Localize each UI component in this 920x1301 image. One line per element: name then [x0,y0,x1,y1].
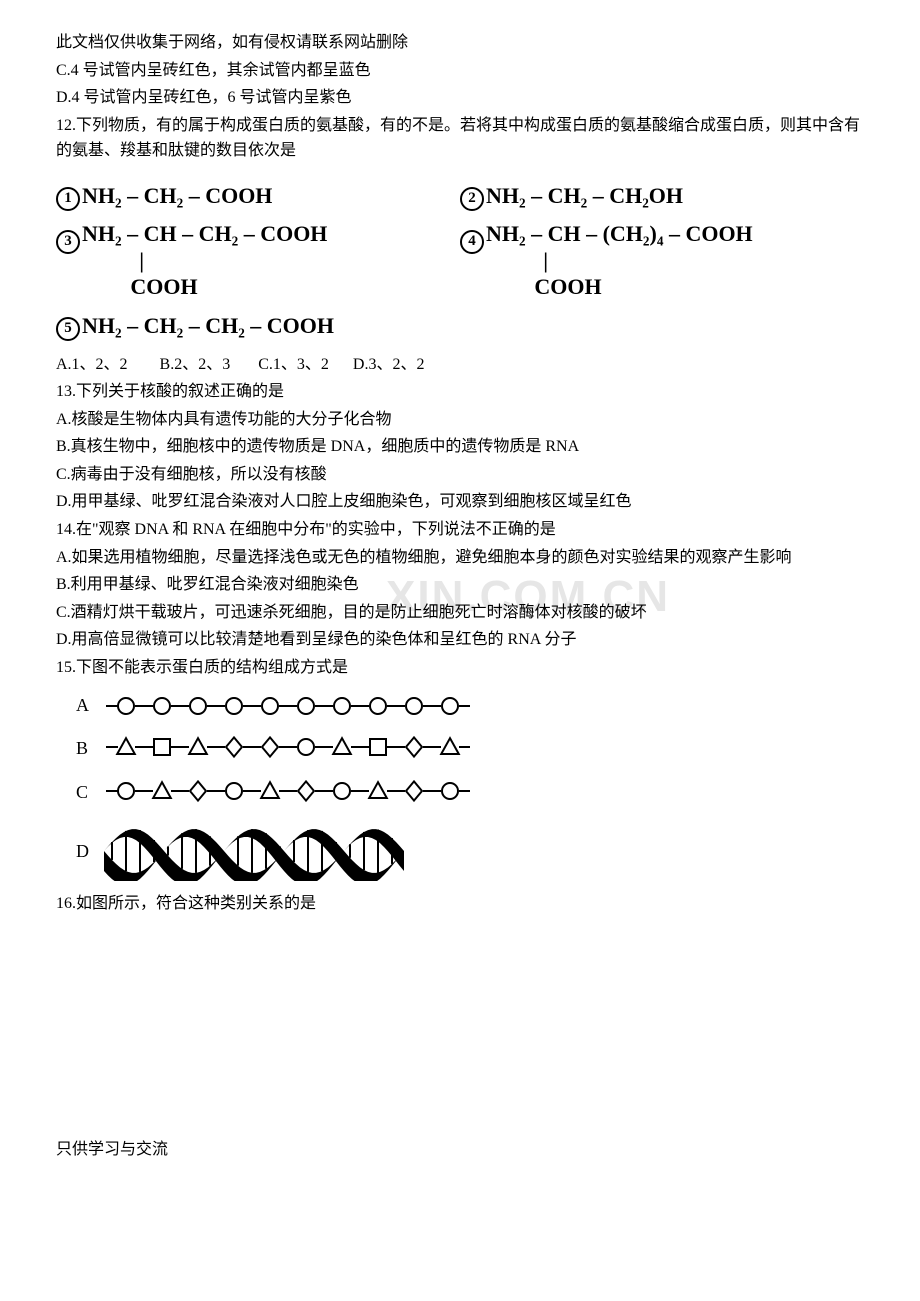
formula-3-top: NH₂ – CH – CH₂ – COOH [82,221,327,247]
formula-2: 2NH₂ – CH₂ – CH₂OH [460,178,864,213]
circled-2-icon: 2 [460,187,484,211]
q13-option-d: D.用甲基绿、吡罗红混合染液对人口腔上皮细胞染色，可观察到细胞核区域呈红色 [56,489,864,515]
chain-a-icon [104,692,484,718]
q16-stem: 16.如图所示，符合这种类别关系的是 [56,891,864,917]
q11-option-c: C.4 号试管内呈砖红色，其余试管内都呈蓝色 [56,58,864,84]
chain-c-icon [104,777,484,807]
q14-stem: 14.在"观察 DNA 和 RNA 在细胞中分布"的实验中，下列说法不正确的是 [56,517,864,543]
q15-stem: 15.下图不能表示蛋白质的结构组成方式是 [56,655,864,681]
q12-stem: 12.下列物质，有的属于构成蛋白质的氨基酸，有的不是。若将其中构成蛋白质的氨基酸… [56,113,864,164]
circled-3-icon: 3 [56,230,80,254]
formula-3: 3 NH₂ – CH – CH₂ – COOH | COOH [56,221,460,300]
circled-5-icon: 5 [56,317,80,341]
q11-option-d: D.4 号试管内呈砖红色，6 号试管内呈紫色 [56,85,864,111]
q14-option-a: A.如果选用植物细胞，尽量选择浅色或无色的植物细胞，避免细胞本身的颜色对实验结果… [56,545,864,571]
q15-row-c: C [76,777,864,807]
formula-5: 5NH₂ – CH₂ – CH₂ – COOH [56,308,460,343]
formula-2-text: NH₂ – CH₂ – CH₂OH [486,183,683,208]
q13-option-c: C.病毒由于没有细胞核，所以没有核酸 [56,462,864,488]
circled-4-icon: 4 [460,230,484,254]
q15-row-d: D [76,821,864,881]
formula-3-bot: COOH [130,274,327,300]
q14-option-d: D.用高倍显微镜可以比较清楚地看到呈绿色的染色体和呈红色的 RNA 分子 [56,627,864,653]
chain-b-icon [104,733,484,763]
footer-note: 只供学习与交流 [56,1137,864,1163]
q13-option-a: A.核酸是生物体内具有遗传功能的大分子化合物 [56,407,864,433]
q15-label-b: B [76,734,104,763]
q15-row-a: A [76,691,864,720]
q15-label-c: C [76,778,104,807]
helix-d-icon [104,821,404,881]
circled-1-icon: 1 [56,187,80,211]
q15-label-a: A [76,691,104,720]
q14-option-c: C.酒精灯烘干载玻片，可迅速杀死细胞，目的是防止细胞死亡时溶酶体对核酸的破坏 [56,600,864,626]
q15-label-d: D [76,837,104,866]
q12-formula-block: 1NH₂ – CH₂ – COOH 2NH₂ – CH₂ – CH₂OH 3 N… [56,178,864,344]
formula-4-top: NH₂ – CH – (CH₂)₄ – COOH [486,221,753,247]
header-note: 此文档仅供收集于网络，如有侵权请联系网站删除 [56,30,864,56]
q13-stem: 13.下列关于核酸的叙述正确的是 [56,379,864,405]
formula-1-text: NH₂ – CH₂ – COOH [82,183,272,208]
q13-option-b: B.真核生物中，细胞核中的遗传物质是 DNA，细胞质中的遗传物质是 RNA [56,434,864,460]
formula-3-bar: | [139,248,327,274]
formula-1: 1NH₂ – CH₂ – COOH [56,178,460,213]
q14-option-b: B.利用甲基绿、吡罗红混合染液对细胞染色 [56,572,864,598]
formula-4-bar: | [543,248,752,274]
formula-4: 4 NH₂ – CH – (CH₂)₄ – COOH | COOH [460,221,864,300]
formula-4-bot: COOH [534,274,752,300]
q15-row-b: B [76,733,864,763]
q12-options: A.1、2、2 B.2、2、3 C.1、3、2 D.3、2、2 [56,352,864,378]
formula-5-text: NH₂ – CH₂ – CH₂ – COOH [82,313,334,338]
q15-figure: A B C D [76,691,864,882]
